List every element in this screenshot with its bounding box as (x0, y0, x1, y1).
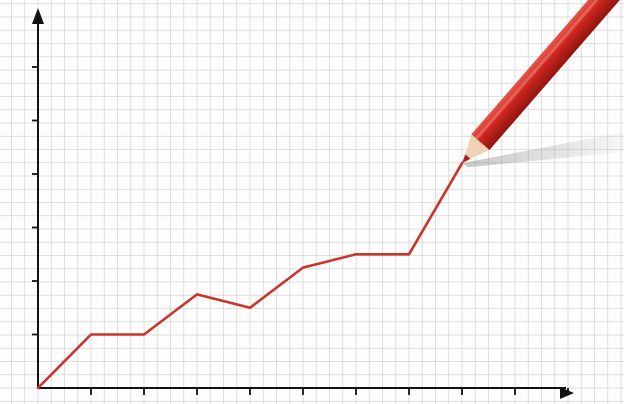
series-line (36, 162, 464, 390)
x-axis-arrow-icon (560, 387, 574, 399)
pencil-shaft (471, 0, 624, 151)
pencil-highlight (475, 0, 624, 140)
pencil-body-group (462, 0, 624, 164)
y-axis-arrow-icon (32, 8, 44, 24)
pencil-shadow (462, 132, 624, 168)
tick-marks (32, 66, 569, 395)
red-pencil-icon (462, 0, 624, 168)
pencil-wood (465, 134, 490, 159)
series-layer (36, 162, 464, 390)
pencil-lead (462, 154, 471, 164)
axes (32, 8, 574, 399)
